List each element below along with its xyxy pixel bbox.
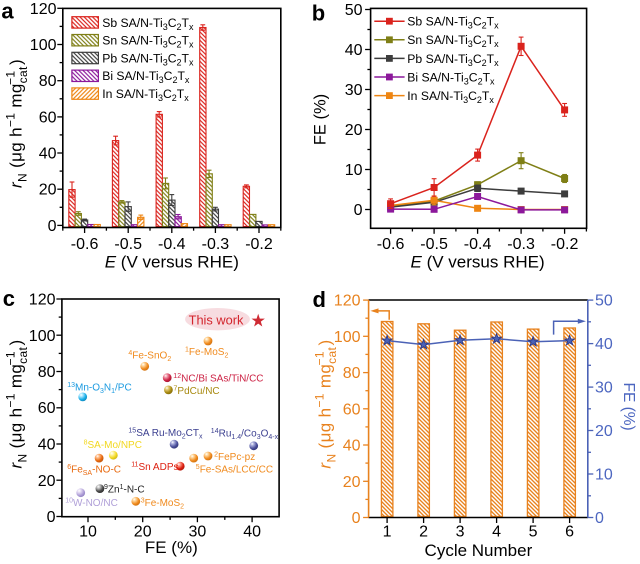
- svg-text:20: 20: [134, 524, 152, 541]
- svg-text:Pb SA/N-Ti3​C2​Tx​: Pb SA/N-Ti3​C2​Tx​: [407, 52, 499, 68]
- svg-text:30: 30: [189, 524, 207, 541]
- svg-text:100: 100: [334, 329, 361, 346]
- svg-text:20: 20: [345, 122, 363, 139]
- svg-text:Sn SA/N-Ti3​C2​Tx​: Sn SA/N-Ti3​C2​Tx​: [102, 34, 194, 50]
- svg-text:rN​ (μg h−1​ mgcat−1): rN​ (μg h−1​ mgcat−1): [313, 339, 340, 468]
- svg-text:50: 50: [595, 293, 613, 310]
- svg-text:120: 120: [30, 1, 57, 18]
- svg-text:E (V versus RHE): E (V versus RHE): [105, 253, 239, 272]
- svg-text:20: 20: [38, 473, 56, 490]
- svg-text:FE (%): FE (%): [620, 382, 637, 430]
- svg-text:11​Sn ADPs: 11​Sn ADPs: [131, 462, 178, 474]
- svg-text:3: 3: [456, 524, 465, 541]
- svg-text:E (V versus RHE): E (V versus RHE): [411, 253, 545, 272]
- svg-text:120: 120: [29, 292, 56, 309]
- svg-text:-0.3: -0.3: [202, 236, 230, 253]
- svg-text:20: 20: [343, 474, 361, 491]
- svg-text:80: 80: [343, 365, 361, 382]
- svg-text:-0.3: -0.3: [507, 236, 535, 253]
- svg-text:40: 40: [343, 438, 361, 455]
- svg-text:6: 6: [565, 524, 574, 541]
- svg-text:-0.4: -0.4: [158, 236, 186, 253]
- svg-text:40: 40: [39, 146, 57, 163]
- svg-text:0: 0: [354, 202, 363, 219]
- svg-text:60: 60: [38, 400, 56, 417]
- svg-text:7​PdCu/NC: 7​PdCu/NC: [174, 386, 220, 398]
- svg-text:60: 60: [39, 109, 57, 126]
- svg-text:Sb SA/N-Ti3​C2​Tx​: Sb SA/N-Ti3​C2​Tx​: [407, 15, 499, 31]
- svg-text:0: 0: [47, 509, 56, 526]
- svg-text:-0.5: -0.5: [420, 236, 448, 253]
- svg-text:FE (%): FE (%): [312, 94, 330, 145]
- svg-text:100: 100: [29, 328, 56, 345]
- svg-text:100: 100: [30, 37, 57, 54]
- svg-text:Bi SA/N-Ti3​C2​Tx​: Bi SA/N-Ti3​C2​Tx​: [407, 70, 495, 86]
- svg-text:4​Fe-SnO2​: 4​Fe-SnO2​: [128, 350, 171, 363]
- svg-text:c: c: [3, 286, 15, 311]
- svg-text:4: 4: [492, 524, 501, 541]
- svg-text:1: 1: [383, 524, 392, 541]
- svg-text:2​FePc-pz: 2​FePc-pz: [214, 452, 255, 464]
- svg-text:10​W-NO/NC: 10​W-NO/NC: [65, 498, 118, 510]
- svg-text:80: 80: [39, 73, 57, 90]
- svg-text:40: 40: [243, 524, 261, 541]
- svg-text:d: d: [313, 287, 326, 312]
- svg-text:3​Fe-MoS2​: 3​Fe-MoS2​: [141, 498, 184, 511]
- svg-text:0: 0: [595, 510, 604, 527]
- svg-text:12​NC/Bi SAs/TiN/CC: 12​NC/Bi SAs/TiN/CC: [173, 373, 263, 385]
- svg-text:-0.6: -0.6: [377, 236, 405, 253]
- svg-text:10: 10: [345, 162, 363, 179]
- svg-text:-0.4: -0.4: [464, 236, 492, 253]
- svg-text:This work: This work: [189, 312, 244, 327]
- svg-text:-0.2: -0.2: [551, 236, 579, 253]
- svg-text:30: 30: [595, 380, 613, 397]
- svg-text:-0.2: -0.2: [245, 236, 273, 253]
- svg-text:10: 10: [79, 524, 97, 541]
- svg-text:In SA/N-Ti3​C2​Tx​: In SA/N-Ti3​C2​Tx​: [102, 87, 189, 103]
- svg-text:10: 10: [595, 467, 613, 484]
- svg-text:6​FeSA​-NO-C: 6​FeSA​-NO-C: [67, 464, 121, 477]
- svg-text:-0.5: -0.5: [114, 236, 142, 253]
- svg-text:60: 60: [343, 401, 361, 418]
- svg-text:40: 40: [38, 437, 56, 454]
- svg-text:0: 0: [352, 510, 361, 527]
- svg-text:8​SA-Mo/NPC: 8​SA-Mo/NPC: [84, 440, 142, 452]
- svg-text:Sn SA/N-Ti3​C2​Tx​: Sn SA/N-Ti3​C2​Tx​: [407, 33, 499, 49]
- svg-text:Sb SA/N-Ti3​C2​Tx​: Sb SA/N-Ti3​C2​Tx​: [102, 16, 194, 32]
- svg-text:b: b: [312, 0, 325, 25]
- svg-text:0: 0: [48, 218, 57, 235]
- svg-text:15​SA Ru-Mo2​CTx​: 15​SA Ru-Mo2​CTx​: [128, 428, 203, 441]
- svg-text:40: 40: [345, 42, 363, 59]
- svg-text:a: a: [1, 0, 14, 24]
- svg-text:Pb SA/N-Ti3​C2​Tx​: Pb SA/N-Ti3​C2​Tx​: [102, 51, 194, 67]
- svg-text:1​Fe-MoS2​: 1​Fe-MoS2​: [185, 347, 228, 360]
- svg-text:20: 20: [39, 182, 57, 199]
- svg-text:20: 20: [595, 423, 613, 440]
- svg-text:5: 5: [529, 524, 538, 541]
- svg-text:120: 120: [334, 293, 361, 310]
- svg-text:Bi SA/N-Ti3​C2​Tx​: Bi SA/N-Ti3​C2​Tx​: [102, 69, 190, 85]
- svg-text:-0.6: -0.6: [71, 236, 99, 253]
- svg-text:50: 50: [345, 2, 363, 19]
- svg-text:13​Mn-O3​N1​/PC: 13​Mn-O3​N1​/PC: [67, 382, 132, 395]
- svg-text:5​Fe-SAs/LCC/CC: 5​Fe-SAs/LCC/CC: [196, 464, 273, 476]
- svg-text:2: 2: [419, 524, 428, 541]
- svg-text:In SA/N-Ti3​C2​Tx​: In SA/N-Ti3​C2​Tx​: [407, 89, 494, 105]
- svg-text:40: 40: [595, 336, 613, 353]
- svg-text:14​Ru1.4​/Co3​O4-x​: 14​Ru1.4​/Co3​O4-x​: [211, 428, 279, 441]
- svg-text:9​Zn1​-N-C: 9​Zn1​-N-C: [104, 484, 145, 496]
- svg-text:30: 30: [345, 82, 363, 99]
- svg-text:Cycle Number: Cycle Number: [425, 541, 533, 560]
- svg-text:FE (%): FE (%): [145, 538, 198, 557]
- svg-text:80: 80: [38, 364, 56, 381]
